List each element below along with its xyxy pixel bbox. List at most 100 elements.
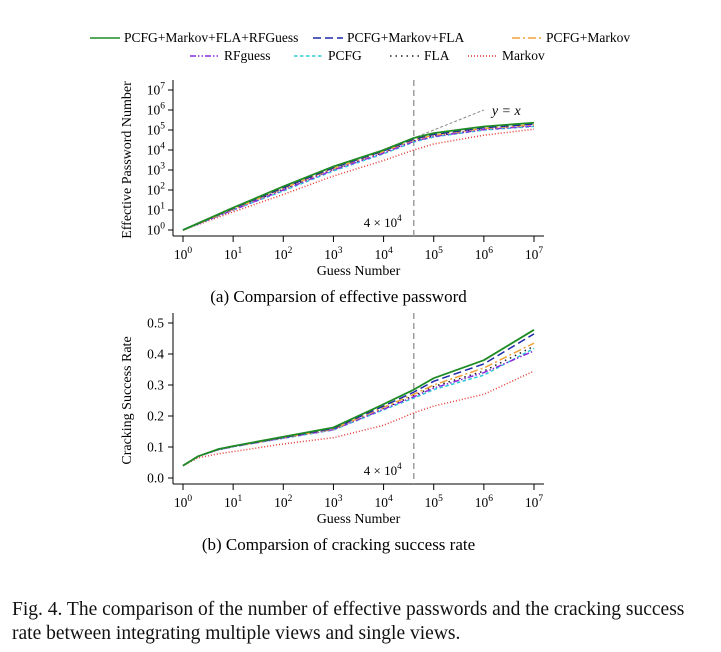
chart-subtitle: (a) Comparsion of effective password [210, 287, 467, 306]
tick-base: 10 [374, 247, 388, 262]
tick-exponent: 5 [438, 494, 443, 504]
tick-base: 10 [147, 183, 161, 198]
legend-label: Markov [502, 48, 545, 63]
tick-base: 10 [425, 495, 439, 510]
x-tick-label: 102 [274, 494, 293, 510]
y-tick-label: 105 [147, 122, 166, 138]
tick-base: 10 [224, 247, 238, 262]
series-line-pcfg-markov-fla-rfguess [182, 121, 535, 231]
y-axis-label: Effective Password Number [120, 81, 135, 239]
x-axis-label: Guess Number [317, 512, 401, 527]
legend-entry-pcfg-markov-fla: PCFG+Markov+FLA [313, 30, 464, 45]
tick-base: 10 [274, 495, 288, 510]
tick-exponent: 1 [238, 246, 243, 256]
legend-entry-markov: Markov [468, 48, 545, 63]
x-tick-label: 106 [475, 246, 494, 262]
chart-subtitle: (b) Comparsion of cracking success rate [202, 535, 475, 554]
legend-entry-pcfg: PCFG [294, 48, 362, 63]
series-line-pcfg [182, 125, 535, 231]
chart-cracking-success-rate: 100 101 102 103 104 105 106 1070.00.10.20.30.40… [120, 313, 544, 554]
threshold-label-exponent: 4 [397, 213, 402, 223]
y-tick-label: 0.2 [147, 409, 164, 424]
tick-exponent: 2 [160, 182, 165, 192]
series-line-pcfg [182, 347, 535, 467]
legend-label: PCFG+Markov [546, 30, 630, 45]
threshold-label: 4 × 104 [364, 461, 402, 478]
x-tick-label: 100 [174, 246, 193, 262]
tick-base: 10 [147, 103, 161, 118]
tick-base: 10 [147, 83, 161, 98]
tick-exponent: 3 [338, 246, 343, 256]
legend-label: PCFG [328, 48, 362, 63]
tick-base: 10 [224, 495, 238, 510]
y-axis-label: Cracking Success Rate [120, 336, 135, 464]
tick-exponent: 0 [187, 246, 192, 256]
tick-exponent: 5 [160, 122, 165, 132]
legend-entry-pcfg-markov-fla-rfguess: PCFG+Markov+FLA+RFGuess [90, 30, 298, 45]
legend: PCFG+Markov+FLA+RFGuess PCFG+Markov+FLA PC… [90, 30, 630, 63]
series-line-pcfg-markov [182, 124, 535, 231]
x-axis-label: Guess Number [317, 264, 401, 279]
y-tick-label: 101 [147, 202, 166, 218]
series-line-pcfg-markov-fla [182, 123, 535, 231]
tick-exponent: 7 [538, 246, 543, 256]
tick-base: 10 [147, 143, 161, 158]
x-tick-label: 104 [374, 246, 393, 262]
tick-exponent: 4 [388, 246, 393, 256]
legend-label: PCFG+Markov+FLA+RFGuess [124, 30, 298, 45]
threshold-label: 4 × 104 [364, 213, 402, 230]
tick-exponent: 1 [238, 494, 243, 504]
series-line-pcfg-markov-fla-rfguess [182, 329, 535, 467]
y-tick-label: 107 [147, 82, 166, 98]
tick-exponent: 2 [288, 494, 293, 504]
tick-base: 10 [475, 495, 489, 510]
legend-entry-fla: FLA [390, 48, 450, 63]
y-tick-label: 104 [147, 142, 166, 158]
y-tick-label: 0.0 [147, 471, 164, 486]
tick-base: 10 [324, 495, 338, 510]
x-tick-label: 100 [174, 494, 193, 510]
tick-exponent: 7 [160, 82, 165, 92]
y-tick-label: 0.1 [147, 440, 164, 455]
tick-exponent: 4 [388, 494, 393, 504]
tick-exponent: 6 [488, 494, 493, 504]
figure-caption: Fig. 4. The comparison of the number of … [12, 599, 685, 644]
tick-exponent: 3 [160, 162, 165, 172]
tick-base: 10 [147, 223, 161, 238]
tick-exponent: 6 [160, 102, 165, 112]
tick-base: 10 [374, 495, 388, 510]
x-tick-label: 102 [274, 246, 293, 262]
tick-exponent: 5 [438, 246, 443, 256]
y-tick-label: 100 [147, 222, 166, 238]
tick-base: 10 [147, 203, 161, 218]
chart-effective-passwords: 100 101 102 103 104 105 106 1071001011021031041… [120, 80, 544, 306]
tick-base: 10 [525, 495, 539, 510]
x-tick-label: 107 [525, 246, 544, 262]
tick-exponent: 1 [160, 202, 165, 212]
tick-base: 10 [147, 123, 161, 138]
series-line-markov [182, 128, 535, 231]
tick-base: 10 [147, 163, 161, 178]
tick-base: 10 [324, 247, 338, 262]
y-tick-label: 102 [147, 182, 166, 198]
tick-base: 10 [174, 495, 188, 510]
tick-exponent: 0 [187, 494, 192, 504]
tick-exponent: 3 [338, 494, 343, 504]
tick-base: 10 [525, 247, 539, 262]
y-tick-label: 0.4 [147, 347, 164, 362]
threshold-label-base: 4 × 10 [364, 463, 397, 478]
x-tick-label: 104 [374, 494, 393, 510]
tick-exponent: 7 [538, 494, 543, 504]
x-tick-label: 103 [324, 494, 343, 510]
threshold-label-exponent: 4 [397, 461, 402, 471]
x-tick-label: 106 [475, 494, 494, 510]
tick-base: 10 [475, 247, 489, 262]
figure: PCFG+Markov+FLA+RFGuess PCFG+Markov+FLA PC… [90, 30, 630, 554]
series-line-fla [182, 124, 535, 231]
x-tick-label: 103 [324, 246, 343, 262]
x-tick-label: 101 [224, 246, 243, 262]
tick-exponent: 0 [160, 222, 165, 232]
threshold-label-base: 4 × 10 [364, 215, 397, 230]
y-tick-label: 0.5 [147, 316, 164, 331]
tick-exponent: 4 [160, 142, 165, 152]
